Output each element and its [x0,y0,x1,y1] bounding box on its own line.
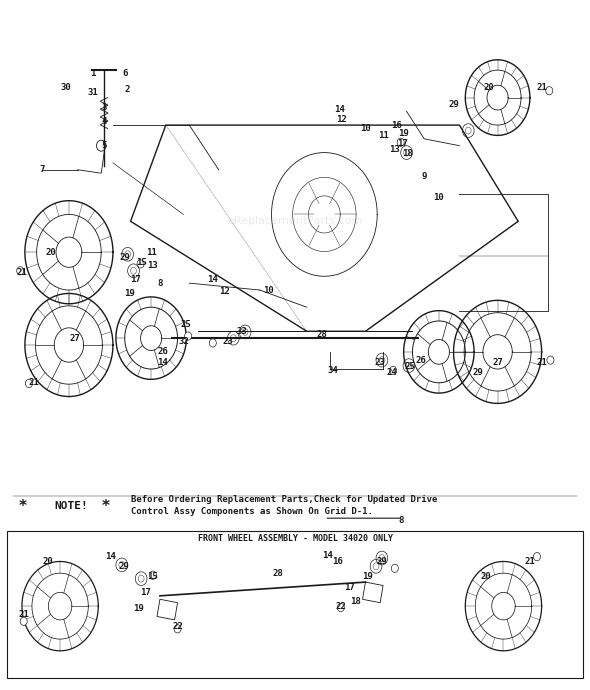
Text: 2: 2 [125,85,130,94]
Text: 26: 26 [158,347,168,356]
Circle shape [391,564,398,573]
Text: 34: 34 [328,366,339,375]
Text: 30: 30 [61,83,71,92]
Circle shape [547,356,554,364]
Circle shape [533,553,540,561]
Text: 21: 21 [536,83,547,92]
Polygon shape [362,582,383,602]
Text: 17: 17 [344,583,355,592]
Text: 18: 18 [402,150,413,159]
Circle shape [546,87,553,95]
Circle shape [185,332,192,340]
Text: 29: 29 [448,100,459,109]
Text: 26: 26 [416,355,427,364]
Text: 6: 6 [122,69,127,78]
Text: 29: 29 [376,557,387,566]
Text: 3: 3 [101,104,107,112]
Text: 1: 1 [90,69,95,78]
Text: 7: 7 [40,166,45,175]
Text: 19: 19 [398,129,409,138]
Text: 14: 14 [104,552,116,561]
Text: 11: 11 [378,131,388,140]
Text: 8: 8 [158,279,163,288]
Text: 28: 28 [316,331,327,339]
Text: 23: 23 [375,357,385,366]
Text: 5: 5 [101,141,107,150]
Text: 18: 18 [350,597,361,606]
Text: 22: 22 [172,622,183,631]
Text: 23: 23 [222,337,233,346]
Text: 17: 17 [140,588,150,597]
Text: 19: 19 [362,572,373,581]
Text: 14: 14 [334,105,345,114]
Text: 21: 21 [17,268,27,277]
Text: 15: 15 [148,572,158,581]
Text: 20: 20 [46,248,57,257]
Text: 32: 32 [178,337,189,346]
Text: 14: 14 [208,275,218,284]
Text: 14: 14 [322,551,333,560]
Text: 25: 25 [181,320,192,329]
Circle shape [25,380,32,388]
Circle shape [20,617,27,625]
Text: 21: 21 [18,610,29,619]
Text: 19: 19 [124,289,135,298]
Text: 20: 20 [483,83,494,92]
Text: 21: 21 [28,378,39,387]
Text: FRONT WHEEL ASSEMBLY - MODEL 34020 ONLY: FRONT WHEEL ASSEMBLY - MODEL 34020 ONLY [198,534,392,543]
Text: 27: 27 [492,357,503,366]
Text: 22: 22 [336,602,346,611]
Text: 24: 24 [386,368,397,377]
Text: 17: 17 [397,139,408,148]
Text: 17: 17 [130,275,140,284]
Circle shape [337,603,345,611]
Text: 20: 20 [480,572,491,581]
Text: *: * [19,499,27,514]
Text: 14: 14 [158,357,168,366]
Text: 8: 8 [398,515,404,524]
Text: 13: 13 [389,145,400,154]
Text: NOTE!: NOTE! [54,502,88,511]
Text: 10: 10 [360,124,371,133]
Text: 21: 21 [525,557,535,566]
Text: 29: 29 [118,562,129,571]
Text: *: * [101,499,109,514]
Text: 9: 9 [421,172,427,181]
Text: 16: 16 [333,557,343,566]
Text: 31: 31 [87,88,98,97]
Text: 12: 12 [337,115,348,124]
Text: Control Assy Components as Shown On Grid D-1.: Control Assy Components as Shown On Grid… [130,508,372,517]
Circle shape [174,624,181,633]
Text: 12: 12 [219,287,230,296]
Text: 20: 20 [43,557,54,566]
Text: 33: 33 [237,327,248,336]
Text: Before Ordering Replacement Parts,Check for Updated Drive: Before Ordering Replacement Parts,Check … [130,495,437,504]
Circle shape [149,571,156,580]
Text: 11: 11 [146,248,156,257]
Text: eReplacementParts.com: eReplacementParts.com [227,216,363,226]
Circle shape [17,266,24,275]
Text: 27: 27 [70,334,80,343]
Text: 29: 29 [119,253,130,262]
Text: 28: 28 [272,569,283,578]
Text: 25: 25 [404,362,415,371]
Text: 10: 10 [434,193,444,201]
Polygon shape [157,600,178,620]
Circle shape [209,339,217,347]
Text: 4: 4 [101,117,107,126]
Circle shape [137,259,144,268]
Circle shape [397,138,404,146]
Circle shape [389,366,396,375]
Text: 19: 19 [133,604,143,613]
Text: 15: 15 [136,258,146,267]
Text: 16: 16 [391,121,401,130]
Text: 29: 29 [473,368,484,377]
Text: 21: 21 [536,357,547,366]
Text: 13: 13 [148,262,158,270]
Text: 10: 10 [263,286,274,295]
